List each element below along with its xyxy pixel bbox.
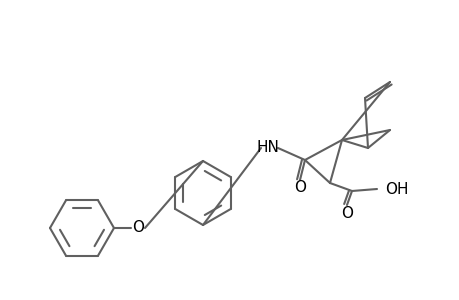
Text: HN: HN <box>256 140 279 155</box>
Text: O: O <box>293 181 305 196</box>
Text: O: O <box>132 220 144 236</box>
Text: OH: OH <box>384 182 408 196</box>
Text: O: O <box>340 206 352 220</box>
